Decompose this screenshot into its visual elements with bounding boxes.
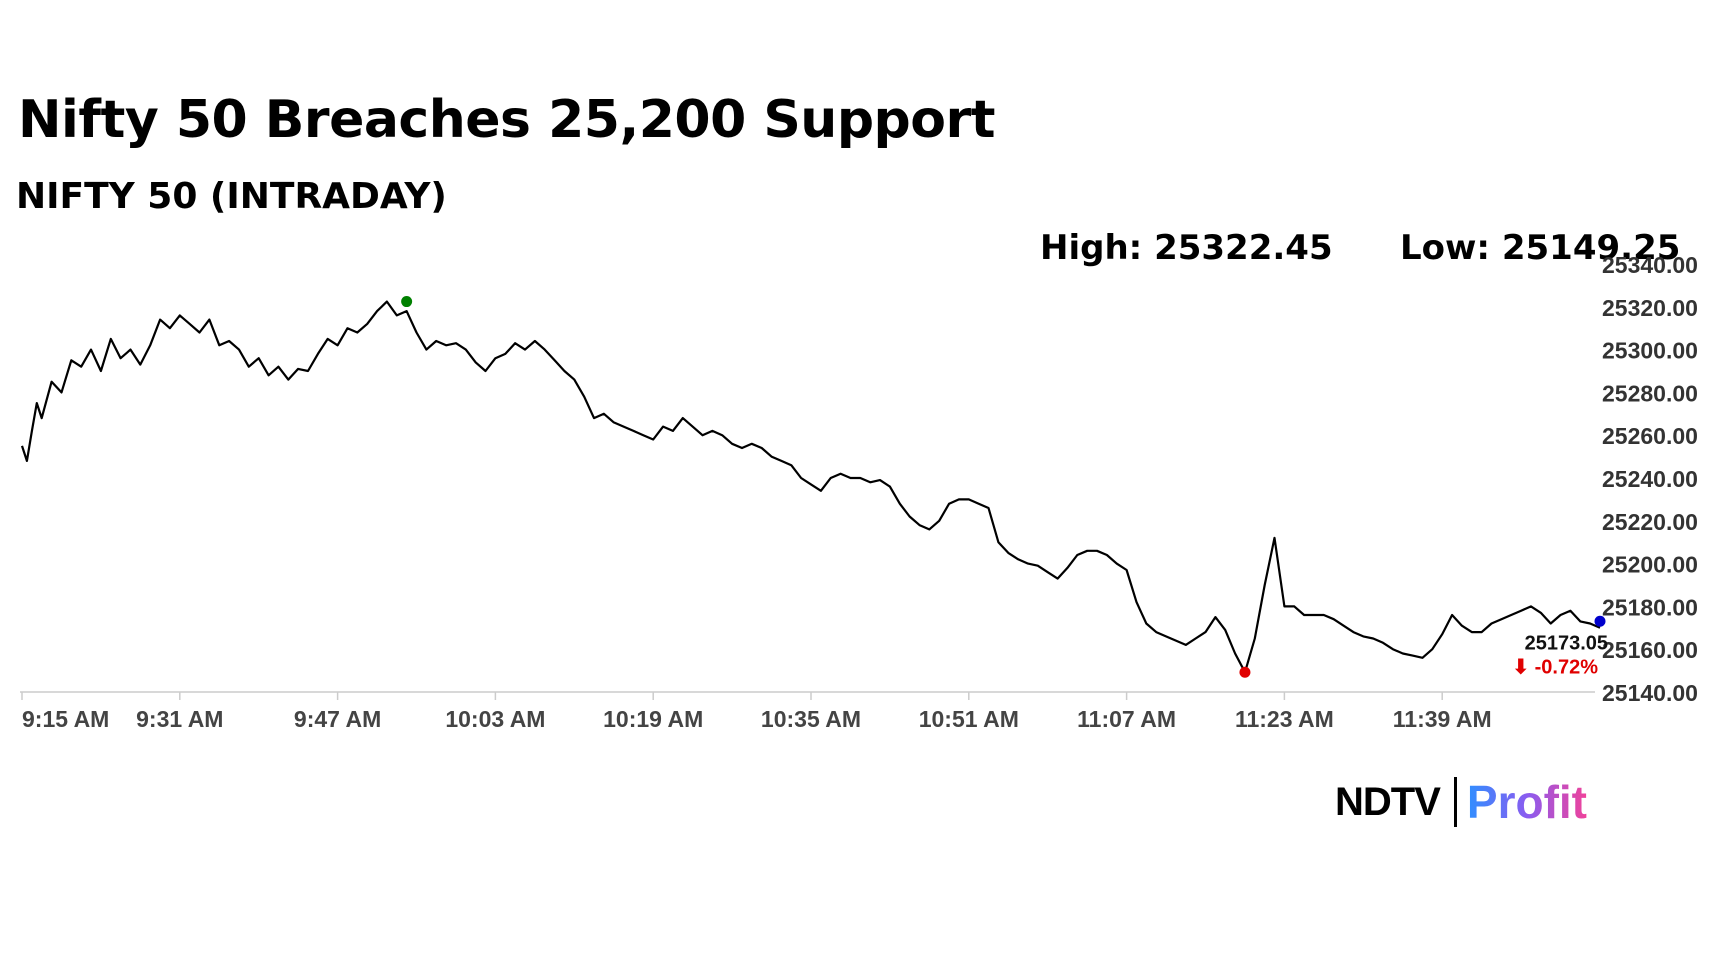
x-tick-label: 10:03 AM bbox=[445, 706, 545, 732]
y-tick-label: 25180.00 bbox=[1602, 594, 1698, 620]
last-value-label: 25173.05 bbox=[1525, 632, 1608, 654]
y-tick-label: 25200.00 bbox=[1602, 552, 1698, 578]
y-axis-ticks: 25340.00 25320.00 25300.00 25280.00 25260.00… bbox=[1602, 252, 1698, 706]
percent-change-label: ⬇ -0.72% bbox=[1512, 656, 1598, 678]
chart-headline: Nifty 50 Breaches 25,200 Support bbox=[18, 90, 996, 150]
y-tick-label: 25280.00 bbox=[1602, 380, 1698, 406]
x-tick-label: 9:47 AM bbox=[294, 706, 381, 732]
day-high-label: High: 25322.45 bbox=[1040, 228, 1333, 268]
logo-divider bbox=[1453, 777, 1457, 827]
chart-subtitle: NIFTY 50 (INTRADAY) bbox=[16, 176, 447, 217]
x-axis-ticks: 9:15 AM 9:31 AM 9:47 AM 10:03 AM 10:19 AM 10:… bbox=[21, 692, 1492, 732]
y-tick-label: 25340.00 bbox=[1602, 252, 1698, 278]
nifty-price-line bbox=[20, 300, 1601, 674]
x-tick-label: 10:51 AM bbox=[919, 706, 1019, 732]
x-tick-label: 10:19 AM bbox=[603, 706, 703, 732]
ndtv-profit-logo: NDTV Profit bbox=[1335, 772, 1587, 832]
x-tick-label: 10:35 AM bbox=[761, 706, 861, 732]
intraday-line-chart: 9:15 AM 9:31 AM 9:47 AM 10:03 AM 10:19 AM 10:… bbox=[20, 252, 1698, 732]
x-tick-label: 9:15 AM bbox=[22, 706, 109, 732]
x-tick-label: 11:39 AM bbox=[1393, 706, 1492, 732]
high-point-marker bbox=[401, 296, 413, 308]
low-point-marker bbox=[1239, 666, 1251, 678]
last-point-marker bbox=[1594, 615, 1606, 627]
y-tick-label: 25140.00 bbox=[1602, 680, 1698, 706]
y-tick-label: 25300.00 bbox=[1602, 338, 1698, 364]
logo-ndtv-text: NDTV bbox=[1335, 779, 1441, 824]
y-tick-label: 25220.00 bbox=[1602, 509, 1698, 535]
y-tick-label: 25160.00 bbox=[1602, 637, 1698, 663]
y-tick-label: 25320.00 bbox=[1602, 295, 1698, 321]
logo-profit-text: Profit bbox=[1466, 776, 1587, 828]
x-tick-label: 11:23 AM bbox=[1235, 706, 1334, 732]
x-tick-label: 11:07 AM bbox=[1077, 706, 1176, 732]
x-tick-label: 9:31 AM bbox=[136, 706, 223, 732]
day-low-label: Low: 25149.25 bbox=[1400, 228, 1681, 268]
y-tick-label: 25260.00 bbox=[1602, 423, 1698, 449]
y-tick-label: 25240.00 bbox=[1602, 466, 1698, 492]
